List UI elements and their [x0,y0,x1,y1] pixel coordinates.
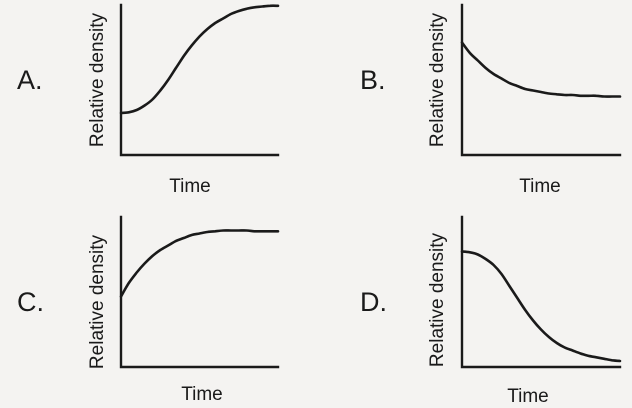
chart-panel-a: A. Relative density Time [17,3,280,197]
series-line [460,250,622,363]
axes [119,3,280,157]
y-axis-title: Relative density [427,232,448,367]
chart-panel-c: C. Relative density Time [17,215,280,405]
x-axis-title: Time [519,176,561,197]
option-letter: D. [360,287,387,317]
y-axis-title: Relative density [87,12,108,147]
chart-panel-b: B. Relative density Time [360,3,622,197]
x-axis-title: Time [507,386,549,407]
series-line [119,229,280,298]
option-letter: C. [17,287,44,317]
chart-panel-d: D. Relative density Time [360,215,622,407]
x-axis-title: Time [181,384,223,405]
series-line [119,4,280,115]
axes [460,215,622,369]
series-line [460,41,622,98]
option-letter: A. [17,65,43,95]
x-axis-title: Time [169,176,211,197]
axes [119,215,280,369]
y-axis-title: Relative density [427,12,448,147]
y-axis-title: Relative density [87,234,108,369]
axes [460,3,622,157]
option-letter: B. [360,65,386,95]
